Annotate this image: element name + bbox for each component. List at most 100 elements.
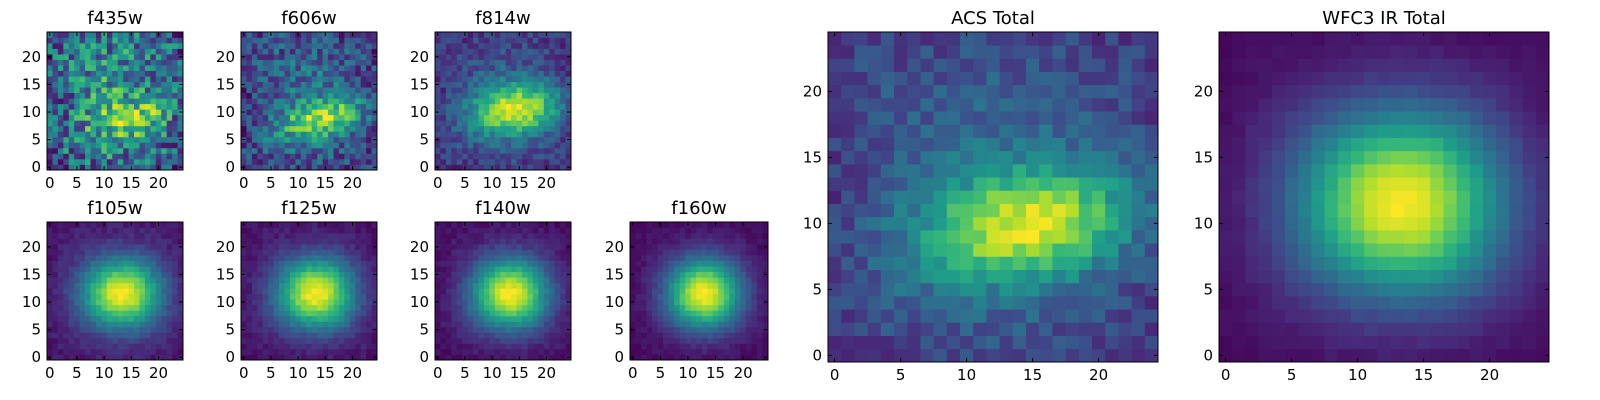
heatmap-cell xyxy=(85,238,91,245)
heatmap-cell xyxy=(279,65,285,71)
heatmap-cell xyxy=(344,65,351,71)
heatmap-cell xyxy=(279,277,285,284)
heatmap-cell xyxy=(295,92,302,99)
heatmap-cell xyxy=(762,238,769,245)
heatmap-cell xyxy=(333,164,340,171)
heatmap-cell xyxy=(161,249,168,256)
heatmap-cell xyxy=(74,70,80,77)
heatmap-cell xyxy=(920,322,934,336)
heatmap-cell xyxy=(560,238,566,245)
heatmap-cell xyxy=(328,337,334,344)
heatmap-cell xyxy=(139,348,146,355)
heatmap-cell xyxy=(440,87,447,94)
heatmap-cell xyxy=(467,266,474,273)
heatmap-cell xyxy=(306,310,313,317)
heatmap-cell xyxy=(268,304,274,311)
heatmap-cell xyxy=(355,164,362,171)
heatmap-cell xyxy=(161,103,168,110)
heatmap-cell xyxy=(289,326,296,333)
heatmap-cell xyxy=(1092,269,1106,284)
heatmap-cell xyxy=(90,277,97,284)
heatmap-cell xyxy=(1012,348,1027,363)
heatmap-cell xyxy=(144,70,151,77)
heatmap-cell xyxy=(289,348,296,355)
heatmap-cell xyxy=(101,147,108,154)
heatmap-cell xyxy=(101,321,108,328)
heatmap-cell xyxy=(483,147,490,154)
heatmap-cell xyxy=(538,244,545,250)
heatmap-cell xyxy=(674,266,681,273)
heatmap-cell xyxy=(740,310,747,317)
heatmap-cell xyxy=(360,304,367,311)
heatmap-cell xyxy=(161,332,168,339)
heatmap-cell xyxy=(440,271,447,278)
heatmap-cell xyxy=(360,337,367,344)
heatmap-cell xyxy=(532,337,539,344)
heatmap-cell xyxy=(1012,296,1027,310)
heatmap-cell xyxy=(262,65,269,71)
heatmap-cell xyxy=(560,271,566,278)
heatmap-cell xyxy=(144,277,151,284)
heatmap-cell xyxy=(123,136,129,143)
heatmap-cell xyxy=(123,43,129,49)
heatmap-cell xyxy=(729,222,736,228)
heatmap-cell xyxy=(462,321,468,328)
heatmap-cell xyxy=(144,164,151,171)
heatmap-cell xyxy=(641,266,647,273)
heatmap-cell xyxy=(295,43,302,49)
heatmap-cell xyxy=(241,59,247,66)
heatmap-cell xyxy=(47,43,53,49)
heatmap-cell xyxy=(371,277,378,284)
heatmap-cell xyxy=(150,131,157,138)
heatmap-cell xyxy=(355,54,362,60)
heatmap-cell xyxy=(52,271,59,278)
heatmap-cell xyxy=(139,153,146,160)
heatmap-cell xyxy=(371,266,378,273)
heatmap-cell xyxy=(328,321,334,328)
heatmap-cell xyxy=(112,65,119,71)
heatmap-cell xyxy=(734,282,741,289)
heatmap-cell xyxy=(505,222,512,228)
heatmap-cell xyxy=(516,158,523,165)
x-tick-label: 10 xyxy=(95,364,114,382)
heatmap-cell xyxy=(646,222,653,228)
heatmap-cell xyxy=(333,255,340,261)
heatmap-cell xyxy=(734,277,741,284)
heatmap-cell xyxy=(445,92,452,99)
heatmap-cell xyxy=(685,255,692,261)
heatmap-cell xyxy=(500,158,507,165)
heatmap-cell xyxy=(511,164,517,171)
heatmap-cell xyxy=(701,249,708,256)
heatmap-cell xyxy=(300,255,307,261)
heatmap-cell xyxy=(500,48,507,55)
heatmap-cell xyxy=(973,256,987,270)
heatmap-cell xyxy=(295,304,302,311)
heatmap-cell xyxy=(483,227,490,234)
heatmap-cell xyxy=(366,142,372,149)
heatmap-cell xyxy=(338,70,345,77)
heatmap-cell xyxy=(516,244,523,250)
heatmap-cell xyxy=(712,310,719,317)
heatmap-cell xyxy=(166,227,173,234)
heatmap-cell xyxy=(657,282,664,289)
heatmap-cell xyxy=(338,43,345,49)
heatmap-cell xyxy=(756,315,763,322)
heatmap-cell xyxy=(257,233,264,239)
heatmap-cell xyxy=(166,222,173,228)
heatmap-cell xyxy=(166,37,173,44)
heatmap-cell xyxy=(668,238,675,245)
heatmap-cell xyxy=(144,293,151,300)
heatmap-cell xyxy=(74,153,80,160)
heatmap-cell xyxy=(85,348,91,355)
heatmap-cell xyxy=(467,87,474,94)
heatmap-cell xyxy=(251,59,258,66)
heatmap-cell xyxy=(554,293,561,300)
heatmap-cell xyxy=(532,348,539,355)
heatmap-cell xyxy=(241,76,247,83)
heatmap-cell xyxy=(690,310,697,317)
heatmap-cell xyxy=(90,65,97,71)
heatmap-cell xyxy=(690,332,697,339)
heatmap-cell xyxy=(1118,282,1132,297)
heatmap-cell xyxy=(756,293,763,300)
